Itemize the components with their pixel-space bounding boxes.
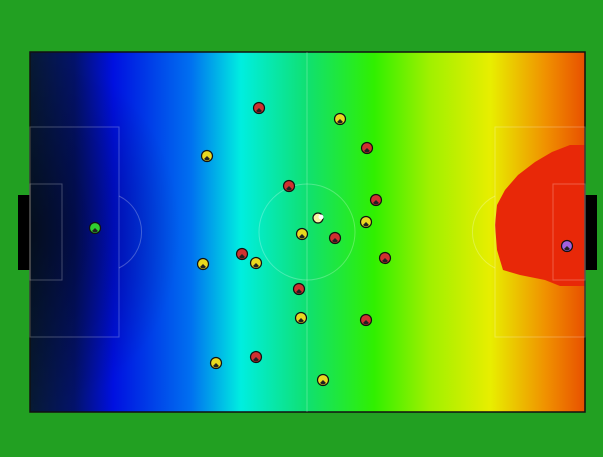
heatmap-shade: [30, 52, 330, 412]
player: [211, 358, 222, 369]
player: [198, 259, 209, 270]
player: [251, 258, 262, 269]
player: [296, 313, 307, 324]
player: [335, 114, 346, 125]
player: [361, 315, 372, 326]
player: [562, 241, 573, 252]
player: [90, 223, 101, 234]
player: [362, 143, 373, 154]
player: [202, 151, 213, 162]
ball: [313, 213, 324, 223]
right-goal: [585, 195, 597, 270]
left-goal: [18, 195, 31, 270]
player: [237, 249, 248, 260]
player: [251, 352, 262, 363]
player: [254, 103, 265, 114]
player: [284, 181, 295, 192]
player: [371, 195, 382, 206]
player: [294, 284, 305, 295]
player: [297, 229, 308, 240]
player: [318, 375, 329, 386]
player: [380, 253, 391, 264]
soccer-monitor: [0, 0, 603, 457]
ball-core: [319, 215, 324, 220]
player: [330, 233, 341, 244]
player: [361, 217, 372, 228]
